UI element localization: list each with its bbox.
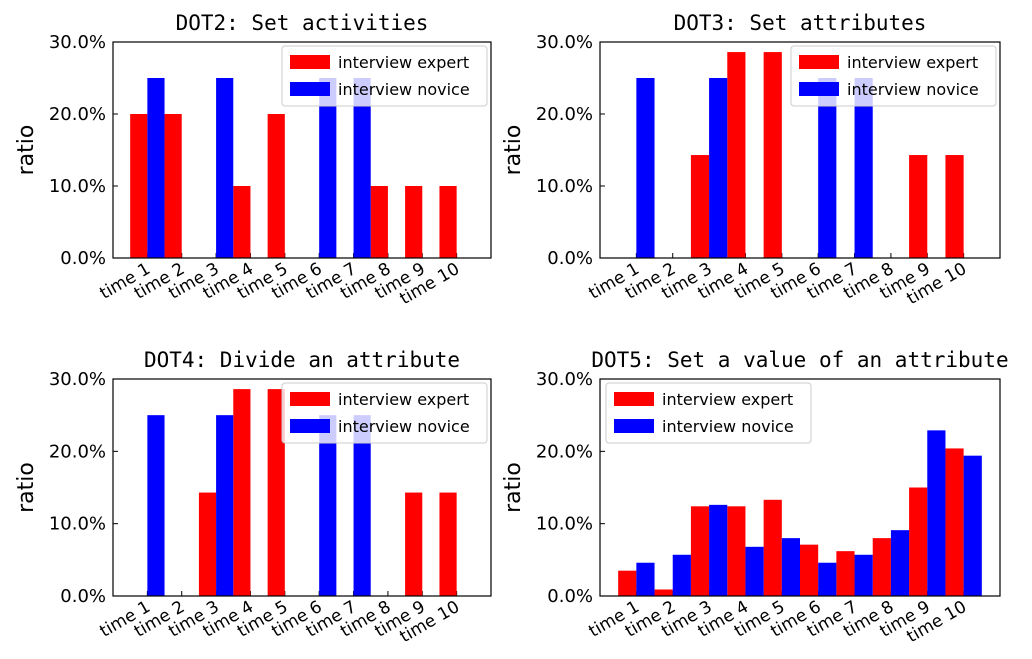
bar [147,78,165,258]
y-axis-label: ratio [14,125,39,176]
bar [439,186,457,258]
y-tick-label: 10.0% [49,176,106,197]
y-axis-label: ratio [501,462,526,513]
bar [800,544,819,596]
bar [854,554,873,596]
legend-label: interview novice [338,80,470,99]
legend-swatch [614,419,654,433]
y-tick-label: 10.0% [536,514,593,535]
bar [319,78,337,258]
legend-box [281,382,488,444]
bar [130,114,148,258]
bar [854,78,873,258]
bar [636,78,655,258]
bar [654,589,673,596]
y-tick-label: 0.0% [60,586,106,607]
bar [818,78,837,258]
bar [727,506,746,596]
legend-swatch [290,419,330,433]
bar [690,506,710,596]
bar [216,78,234,258]
y-tick-label: 20.0% [49,441,106,462]
axes-frame [112,41,492,259]
bar [709,78,728,258]
bar [763,499,782,596]
bar [963,455,982,596]
bar [267,114,285,258]
bar [636,562,655,596]
bar [164,114,182,258]
y-tick-label: 20.0% [49,104,106,125]
bar [690,155,710,258]
y-tick-label: 20.0% [536,441,593,462]
bar [216,415,234,596]
bar [198,492,217,596]
bar [319,415,337,596]
axes-frame [112,378,492,597]
y-tick-label: 10.0% [49,514,106,535]
bar [405,492,423,596]
bar [727,52,746,258]
subplot-title: DOT3: Set attributes [674,11,927,35]
legend-label: interview expert [338,390,469,409]
legend-swatch [799,55,839,69]
bar [709,504,728,596]
bar [945,155,964,258]
legend-box [790,45,997,107]
axes-frame [599,41,1001,259]
bar [353,415,371,596]
legend-swatch [614,392,654,406]
bar [909,487,928,596]
y-tick-label: 30.0% [49,32,106,53]
bar [353,78,371,258]
bar [267,389,285,596]
bar [439,492,457,596]
bar [233,186,251,258]
subplot-title: DOT2: Set activities [176,11,429,35]
bar [233,389,251,596]
legend-label: interview novice [662,417,794,436]
legend-box [281,45,488,107]
bar [405,186,423,258]
bar [745,546,764,596]
y-tick-label: 30.0% [536,32,593,53]
bar [818,562,837,596]
bar [872,538,891,596]
bar [618,570,637,596]
legend-box [605,382,812,444]
bar [781,538,800,596]
y-tick-label: 30.0% [49,369,106,390]
bar [927,430,946,596]
y-axis-label: ratio [501,125,526,176]
y-tick-label: 30.0% [536,369,593,390]
axes-frame [599,378,1001,597]
bar [672,554,691,596]
bar [890,530,910,596]
bar [909,155,928,258]
y-tick-label: 10.0% [536,176,593,197]
y-tick-label: 0.0% [547,586,593,607]
legend-label: interview novice [338,417,470,436]
y-tick-label: 0.0% [547,248,593,269]
legend-swatch [290,55,330,69]
y-axis-label: ratio [14,462,39,513]
subplot-title: DOT5: Set a value of an attribute [591,348,1008,372]
legend-swatch [799,82,839,96]
y-tick-label: 20.0% [536,104,593,125]
legend-swatch [290,82,330,96]
y-tick-label: 0.0% [60,248,106,269]
legend-swatch [290,392,330,406]
bar [836,551,855,596]
legend-label: interview expert [662,390,793,409]
legend-label: interview novice [847,80,979,99]
bar [763,52,782,258]
bar [370,186,388,258]
bar [147,415,165,596]
bar [945,448,964,596]
legend-label: interview expert [338,53,469,72]
legend-label: interview expert [847,53,978,72]
subplot-title: DOT4: Divide an attribute [144,348,460,372]
